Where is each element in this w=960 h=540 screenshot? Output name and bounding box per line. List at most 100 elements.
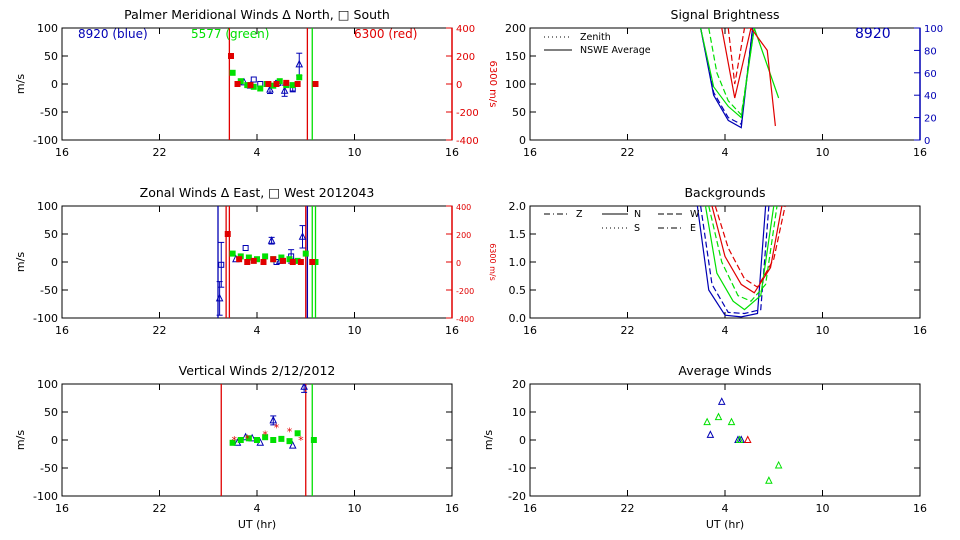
- y-axis-label: m/s: [482, 430, 495, 450]
- y-tick-label: -20: [508, 490, 526, 503]
- x-tick-label: 22: [621, 146, 635, 159]
- plot-frame: [529, 205, 921, 319]
- y-tick-label: 50: [512, 106, 526, 119]
- legend-label: W: [690, 209, 700, 220]
- y-tick-label: 0.0: [509, 312, 527, 325]
- y-axis-label: m/s: [14, 430, 27, 450]
- star-marker: *: [298, 434, 304, 447]
- y-tick-label: 1.5: [509, 228, 527, 241]
- triangle-marker: [717, 397, 726, 405]
- y2-axis-label: 6300 m/s: [487, 61, 498, 108]
- y2-tick-label: 200: [456, 231, 471, 240]
- x-tick-label: 16: [523, 146, 537, 159]
- plot-frame: [61, 27, 453, 141]
- y2-tick-label: 40: [924, 91, 937, 102]
- square-marker: [310, 437, 317, 443]
- triangle-marker: [298, 232, 307, 240]
- y-tick-label: -100: [33, 490, 58, 503]
- triangle-marker: [706, 430, 715, 438]
- series-line: [700, 28, 754, 126]
- series-line: [708, 28, 755, 117]
- color-key-label: 6300 (red): [354, 27, 417, 41]
- series-line: [700, 206, 770, 315]
- square-marker: [289, 82, 296, 89]
- y-tick-label: 100: [37, 200, 58, 213]
- x-tick-label: 22: [153, 146, 167, 159]
- plot-area: [700, 28, 780, 129]
- star-marker: *: [274, 422, 280, 435]
- x-tick-label: 16: [445, 502, 459, 515]
- triangle-marker: [774, 460, 783, 469]
- legend-label: E: [690, 223, 696, 234]
- color-key-label: 8920 (blue): [78, 27, 148, 41]
- square-marker: [236, 256, 243, 263]
- x-tick-label: 4: [722, 502, 729, 515]
- chart-title: Vertical Winds 2/12/2012: [179, 363, 336, 378]
- y-tick-label: -100: [33, 134, 58, 147]
- square-marker: [309, 259, 316, 265]
- y-tick-label: 0: [51, 256, 58, 269]
- x-tick-label: 16: [913, 324, 927, 337]
- square-marker: [294, 81, 301, 87]
- x-tick-label: 16: [55, 146, 69, 159]
- triangle-marker: [280, 86, 289, 94]
- triangle-marker: [300, 384, 308, 390]
- y2-axis-label: 6300 m/s: [488, 243, 497, 281]
- series-line: [727, 28, 751, 85]
- y2-tick-label: 0: [924, 136, 930, 147]
- panel-vertical-winds: Vertical Winds 2/12/2012 16 22 4 10 16 100 50 0 -…: [14, 363, 459, 531]
- x-tick-label: 10: [816, 502, 830, 515]
- square-marker: [262, 253, 269, 260]
- chart-title: Zonal Winds Δ East, □ West 2012043: [140, 185, 375, 200]
- square-marker: [229, 69, 236, 76]
- square-marker: [250, 76, 257, 83]
- square-marker: [247, 82, 254, 89]
- y2-tick-label: -400: [456, 136, 479, 147]
- x-axis-label: UT (hr): [238, 518, 276, 531]
- y-tick-label: -10: [508, 462, 526, 475]
- x-tick-label: 16: [913, 502, 927, 515]
- y-tick-label: 200: [505, 22, 526, 35]
- panel-average-winds: Average Winds 16 22 4 10 16 20 10 0 -10 -20 m/s UT (…: [482, 363, 927, 531]
- square-marker: [229, 439, 236, 446]
- square-marker: [283, 79, 290, 86]
- y-tick-label: 100: [505, 78, 526, 91]
- x-tick-label: 22: [153, 502, 167, 515]
- y2-tick-label: 0: [456, 259, 461, 268]
- y-tick-label: 50: [44, 50, 58, 63]
- legend-label: Z: [576, 209, 583, 220]
- y2-tick-label: 20: [924, 114, 937, 125]
- y-tick-label: -50: [40, 284, 58, 297]
- x-tick-label: 16: [445, 324, 459, 337]
- plot-area: [703, 397, 783, 484]
- y2-tick-label: 400: [456, 203, 471, 212]
- plot-area: [215, 225, 319, 316]
- y-axis-label: m/s: [14, 74, 27, 94]
- y-tick-label: -50: [40, 106, 58, 119]
- star-marker: *: [245, 432, 251, 445]
- y2-tick-label: 100: [924, 24, 943, 35]
- square-marker: [296, 74, 303, 81]
- square-marker: [286, 438, 293, 445]
- x-tick-label: 10: [348, 146, 362, 159]
- y-tick-label: 50: [44, 228, 58, 241]
- y-tick-label: 10: [512, 406, 526, 419]
- y2-tick-label: -200: [456, 287, 474, 296]
- square-marker: [250, 257, 257, 264]
- y-tick-label: 0.5: [509, 284, 527, 297]
- square-marker: [257, 85, 264, 92]
- y2-tick-label: -200: [456, 108, 479, 119]
- square-marker: [289, 259, 296, 265]
- star-marker: *: [262, 428, 268, 441]
- square-marker: [218, 261, 225, 268]
- y2-tick-label: -400: [456, 315, 474, 324]
- star-marker: *: [287, 426, 293, 439]
- square-marker: [245, 435, 252, 442]
- x-tick-label: 16: [913, 146, 927, 159]
- series-line: [721, 28, 776, 127]
- y-tick-label: 150: [505, 50, 526, 63]
- x-tick-label: 22: [153, 324, 167, 337]
- legend-label: Zenith: [580, 32, 611, 43]
- y-tick-label: 100: [37, 378, 58, 391]
